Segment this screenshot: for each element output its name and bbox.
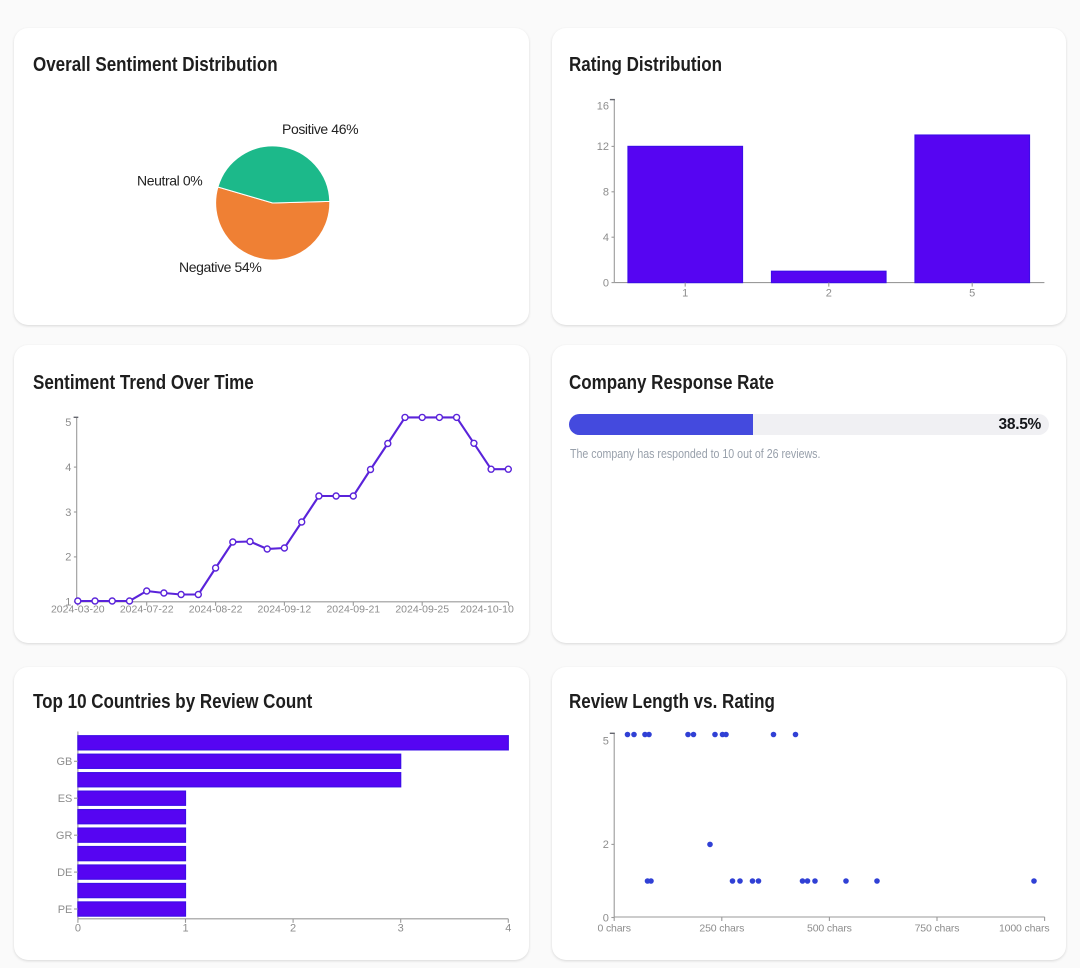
svg-text:5: 5 (65, 417, 71, 429)
svg-text:4: 4 (65, 462, 71, 474)
svg-text:5: 5 (603, 736, 609, 748)
svg-text:0: 0 (603, 277, 609, 289)
svg-text:GR: GR (56, 830, 73, 842)
svg-text:Negative 54%: Negative 54% (179, 259, 261, 275)
svg-text:2: 2 (65, 552, 71, 564)
svg-text:PE: PE (58, 904, 73, 916)
svg-text:0: 0 (603, 912, 609, 924)
svg-text:16: 16 (597, 101, 609, 113)
svg-text:1000 chars: 1000 chars (999, 922, 1049, 934)
svg-text:250 chars: 250 chars (699, 922, 744, 934)
svg-text:GB: GB (56, 756, 72, 768)
svg-text:2: 2 (290, 923, 296, 935)
svg-text:2024-03-20: 2024-03-20 (51, 604, 105, 616)
svg-text:Positive 46%: Positive 46% (282, 121, 358, 137)
svg-text:2: 2 (603, 839, 609, 851)
svg-text:DE: DE (57, 867, 72, 879)
svg-text:750 chars: 750 chars (915, 922, 960, 934)
svg-text:2: 2 (826, 287, 832, 299)
svg-text:0: 0 (75, 923, 81, 935)
svg-text:2024-09-25: 2024-09-25 (395, 604, 449, 616)
svg-text:3: 3 (65, 507, 71, 519)
svg-text:5: 5 (969, 287, 975, 299)
svg-text:Neutral 0%: Neutral 0% (137, 173, 202, 189)
svg-text:2024-07-22: 2024-07-22 (120, 604, 174, 616)
svg-text:2024-08-22: 2024-08-22 (189, 604, 243, 616)
svg-text:1: 1 (182, 923, 188, 935)
svg-text:12: 12 (597, 141, 609, 153)
svg-text:1: 1 (65, 597, 71, 609)
svg-text:ES: ES (58, 793, 73, 805)
svg-text:1: 1 (682, 287, 688, 299)
svg-text:8: 8 (603, 187, 609, 199)
svg-text:4: 4 (505, 923, 511, 935)
svg-text:0 chars: 0 chars (598, 922, 631, 934)
svg-text:3: 3 (398, 923, 404, 935)
svg-text:2024-10-10: 2024-10-10 (460, 604, 514, 616)
svg-text:500 chars: 500 chars (807, 922, 852, 934)
svg-text:4: 4 (603, 232, 609, 244)
svg-text:2024-09-21: 2024-09-21 (326, 604, 380, 616)
svg-text:2024-09-12: 2024-09-12 (258, 604, 312, 616)
